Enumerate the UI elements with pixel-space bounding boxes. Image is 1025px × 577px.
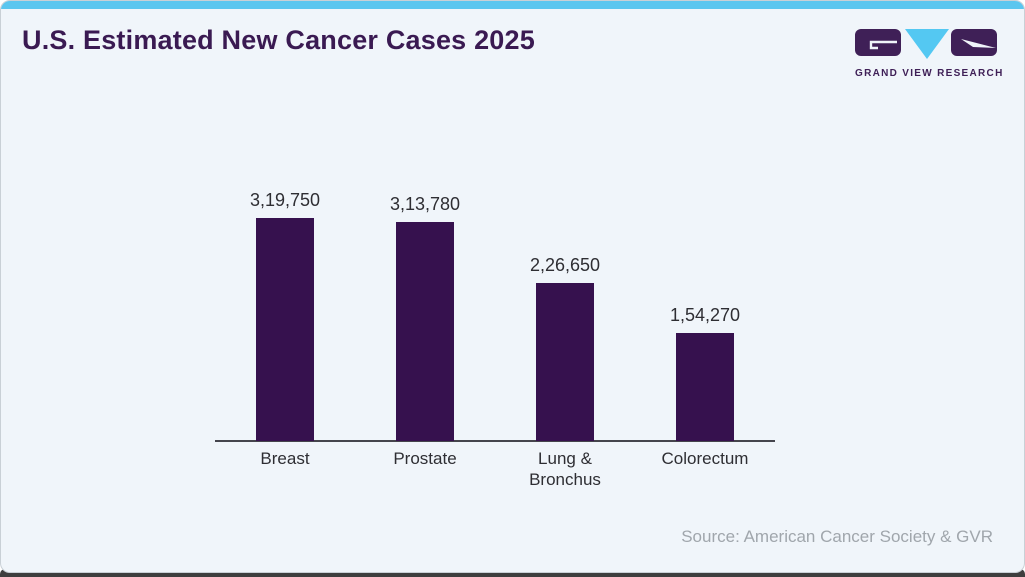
bar-value-label: 3,13,780	[389, 194, 461, 214]
chart-title: U.S. Estimated New Cancer Cases 2025	[22, 25, 535, 55]
bar-1	[396, 222, 454, 441]
x-axis-label: Lung & Bronchus	[529, 449, 601, 489]
x-axis-label: Breast	[260, 449, 310, 468]
x-axis-label: Prostate	[393, 449, 457, 468]
bar-value-label: 2,26,650	[529, 255, 601, 275]
top-accent-bar	[1, 1, 1024, 9]
gvr-logo-icon	[855, 29, 997, 59]
source-note: Source: American Cancer Society & GVR	[681, 527, 993, 546]
gvr-logo-text: GRAND VIEW RESEARCH	[855, 68, 1004, 79]
bar-0	[256, 218, 314, 441]
bar-3	[676, 333, 734, 441]
bar-value-label: 1,54,270	[669, 305, 741, 325]
x-axis-label: Colorectum	[661, 449, 749, 468]
x-axis-line	[215, 440, 775, 442]
background-window-edge	[0, 569, 1025, 577]
bar-2	[536, 283, 594, 441]
gvr-logo: GRAND VIEW RESEARCH	[855, 27, 1004, 79]
bar-value-label: 3,19,750	[249, 190, 321, 210]
